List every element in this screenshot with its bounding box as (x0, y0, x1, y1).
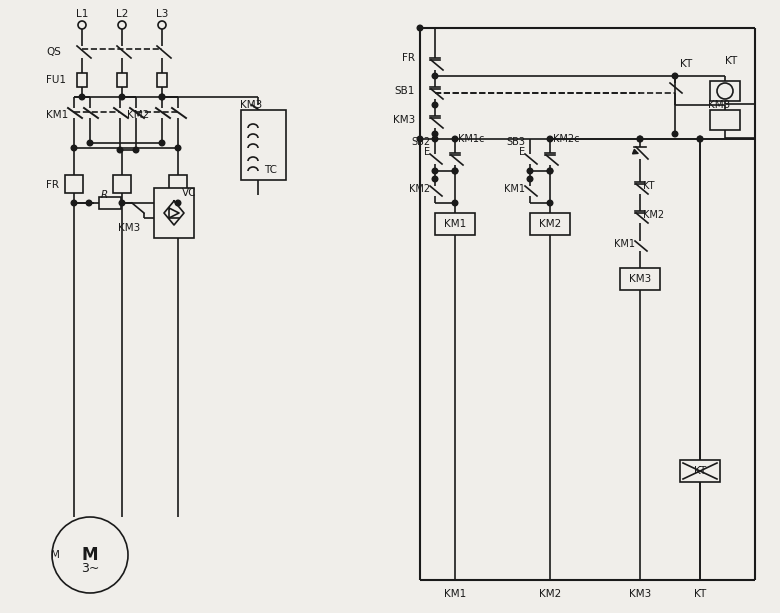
Text: KT: KT (694, 466, 706, 476)
Text: TC: TC (264, 165, 277, 175)
Circle shape (71, 200, 76, 206)
Bar (65, 175, 83, 193)
Text: KM2: KM2 (539, 589, 561, 599)
Bar (710, 81, 740, 101)
Text: KM3: KM3 (393, 115, 415, 125)
Bar (435, 213, 475, 235)
Text: KM3: KM3 (240, 100, 262, 110)
Circle shape (432, 73, 438, 79)
Text: KM3: KM3 (629, 589, 651, 599)
Circle shape (417, 25, 423, 31)
Circle shape (119, 200, 125, 206)
Bar (117, 73, 127, 87)
Bar (530, 213, 570, 235)
Circle shape (176, 200, 181, 206)
Text: KM3: KM3 (707, 100, 730, 110)
Text: KT: KT (694, 589, 706, 599)
Text: FR: FR (46, 180, 59, 190)
Text: KM3: KM3 (629, 274, 651, 284)
Bar (77, 73, 87, 87)
Text: L3: L3 (156, 9, 168, 19)
Text: KT: KT (643, 181, 654, 191)
Bar (169, 175, 187, 193)
Text: 3~: 3~ (81, 563, 99, 576)
Circle shape (452, 200, 458, 206)
Text: E: E (519, 147, 525, 157)
Text: QS: QS (46, 47, 61, 57)
Text: FR: FR (402, 53, 415, 63)
Circle shape (432, 136, 438, 142)
Circle shape (637, 136, 643, 142)
Text: KT: KT (680, 59, 693, 69)
Bar (154, 188, 194, 238)
Circle shape (80, 94, 85, 100)
Circle shape (119, 94, 125, 100)
Text: KM2: KM2 (127, 110, 149, 120)
Text: KM1c: KM1c (458, 134, 484, 144)
Text: KM3: KM3 (118, 223, 140, 233)
Text: SB3: SB3 (506, 137, 525, 147)
Bar (620, 268, 660, 290)
Text: KM2: KM2 (539, 219, 561, 229)
Circle shape (159, 140, 165, 146)
Text: L2: L2 (115, 9, 128, 19)
Circle shape (697, 136, 703, 142)
Circle shape (672, 73, 678, 79)
Circle shape (548, 136, 553, 142)
Circle shape (717, 83, 733, 99)
Text: FU1: FU1 (46, 75, 66, 85)
Text: KM1: KM1 (444, 589, 466, 599)
Circle shape (118, 21, 126, 29)
Text: M: M (51, 550, 60, 560)
Circle shape (159, 94, 165, 100)
Text: R: R (101, 190, 108, 200)
Text: KT: KT (725, 56, 737, 66)
Text: KM2: KM2 (409, 184, 430, 194)
Text: KM1: KM1 (444, 219, 466, 229)
Circle shape (176, 145, 181, 151)
Circle shape (432, 176, 438, 182)
Circle shape (637, 136, 643, 142)
Circle shape (52, 517, 128, 593)
Circle shape (452, 136, 458, 142)
Circle shape (527, 176, 533, 182)
Text: KM1: KM1 (46, 110, 69, 120)
Text: M: M (82, 546, 98, 564)
Circle shape (417, 136, 423, 142)
Circle shape (548, 200, 553, 206)
Circle shape (432, 131, 438, 137)
Text: KM2c: KM2c (553, 134, 580, 144)
Text: L1: L1 (76, 9, 88, 19)
Bar (113, 175, 131, 193)
Text: KM1: KM1 (504, 184, 525, 194)
Bar (680, 460, 720, 482)
Circle shape (527, 168, 533, 174)
Circle shape (432, 168, 438, 174)
Bar (710, 110, 740, 130)
Circle shape (672, 131, 678, 137)
Bar (157, 73, 167, 87)
Circle shape (548, 168, 553, 174)
Circle shape (159, 94, 165, 100)
Circle shape (78, 21, 86, 29)
Circle shape (87, 140, 93, 146)
Text: SB2: SB2 (411, 137, 430, 147)
Circle shape (452, 168, 458, 174)
Circle shape (133, 147, 139, 153)
Text: E: E (424, 147, 430, 157)
Text: VC: VC (182, 188, 197, 198)
Text: KM1: KM1 (614, 239, 635, 249)
Circle shape (548, 168, 553, 174)
Circle shape (432, 102, 438, 108)
Circle shape (158, 21, 166, 29)
Circle shape (697, 136, 703, 142)
Bar (241, 110, 286, 180)
Text: SB1: SB1 (395, 86, 415, 96)
Circle shape (452, 168, 458, 174)
Circle shape (117, 147, 122, 153)
Circle shape (71, 145, 76, 151)
Text: KM2: KM2 (643, 210, 664, 220)
Bar (99, 197, 121, 209)
Circle shape (87, 200, 92, 206)
